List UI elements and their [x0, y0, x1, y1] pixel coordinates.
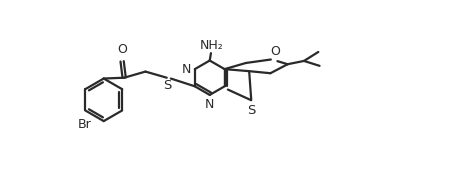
- Text: Br: Br: [77, 118, 92, 131]
- Text: NH₂: NH₂: [200, 39, 224, 52]
- Text: O: O: [117, 43, 127, 56]
- Text: S: S: [163, 79, 171, 92]
- Text: N: N: [205, 98, 214, 111]
- Text: S: S: [247, 104, 256, 117]
- Text: O: O: [270, 45, 280, 58]
- Text: N: N: [182, 63, 192, 76]
